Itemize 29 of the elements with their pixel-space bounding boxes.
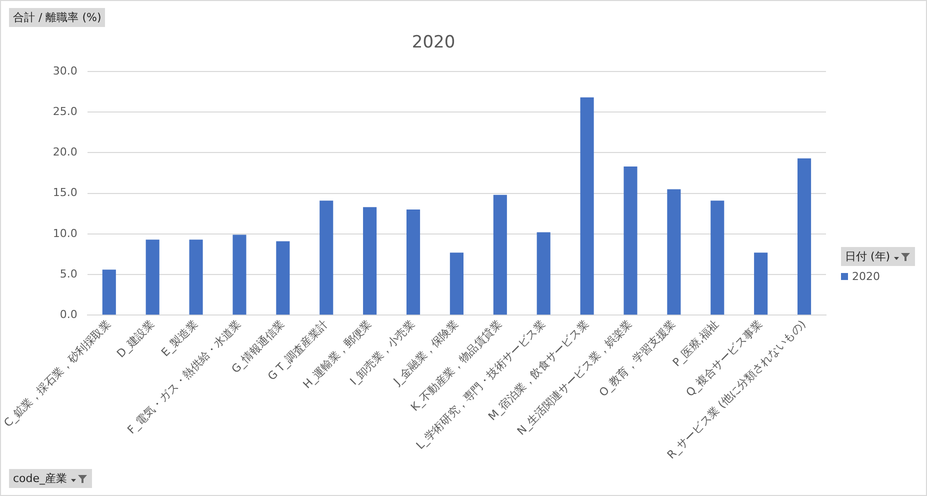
bar: [493, 194, 507, 315]
bar: [710, 200, 724, 315]
y-axis-title: 合計 / 離職率 (%): [13, 10, 102, 25]
bar: [754, 252, 768, 315]
bar: [276, 241, 290, 315]
bar: [232, 234, 246, 315]
y-tick-label: 25.0: [52, 104, 78, 118]
y-tick-label: 10.0: [52, 226, 78, 240]
bar: [102, 270, 116, 315]
bar: [580, 97, 594, 315]
y-tick-label: 20.0: [52, 146, 78, 159]
bar: [450, 252, 464, 315]
legend-title: 日付 (年): [845, 249, 890, 264]
legend-label: 2020: [851, 270, 881, 283]
x-axis-title: code_産業: [13, 471, 68, 486]
x-tick-label: D_建設業: [114, 318, 157, 360]
y-tick-label: 5.0: [60, 267, 78, 280]
y-tick-label: 15.0: [52, 186, 78, 200]
bar: [536, 232, 550, 315]
bar: [189, 240, 203, 315]
bar: [320, 200, 334, 315]
bar: [798, 158, 812, 315]
bar: [363, 207, 377, 315]
bar: [146, 240, 160, 315]
y-tick-label: 30.0: [52, 64, 78, 78]
bar: [667, 189, 681, 315]
chart-title: 2020: [412, 32, 456, 53]
bar: [406, 210, 420, 315]
bar: [624, 166, 638, 315]
